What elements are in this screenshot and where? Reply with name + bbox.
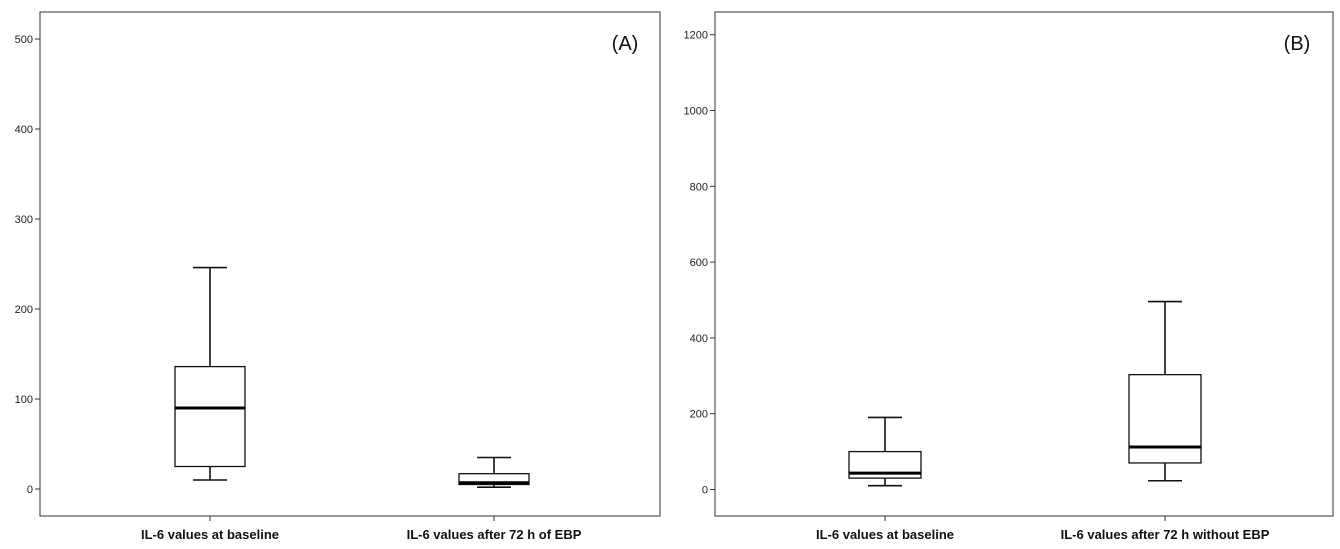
panel-label: (B) <box>1284 33 1311 55</box>
y-tick-label: 1000 <box>684 106 708 118</box>
plot-frame <box>39 11 661 517</box>
y-tick-label: 0 <box>27 484 33 496</box>
y-tick-label: 200 <box>15 304 33 316</box>
y-tick-label: 500 <box>15 34 33 46</box>
y-tick-label: 200 <box>690 409 708 421</box>
y-tick-label: 100 <box>15 394 33 406</box>
y-tick-label: 800 <box>690 181 708 193</box>
y-tick-label: 400 <box>15 124 33 136</box>
iqr-box <box>1128 374 1202 464</box>
box-plot-2 <box>1128 300 1202 482</box>
box-plot-1 <box>848 416 922 487</box>
y-tick-label: 600 <box>690 257 708 269</box>
iqr-box <box>458 473 530 486</box>
chart-panel-a: 0 100 200 300 400 500 IL-6 values at baseline I… <box>15 11 661 542</box>
iqr-box <box>174 365 246 468</box>
x-category-label: IL-6 values at baseline <box>141 527 279 542</box>
y-tick-label: 1200 <box>684 30 708 42</box>
y-tick-label: 0 <box>702 484 708 496</box>
panel-label: (A) <box>612 33 639 55</box>
plot-frame <box>714 11 1334 517</box>
y-tick-label: 400 <box>690 333 708 345</box>
x-category-label: IL-6 values after 72 h of EBP <box>407 527 582 542</box>
x-category-label: IL-6 values after 72 h without EBP <box>1061 527 1270 542</box>
box-plot-1 <box>174 266 246 481</box>
x-category-label: IL-6 values at baseline <box>816 527 954 542</box>
box-plot-2 <box>458 456 530 489</box>
chart-panel-b: 0 200 400 600 800 1000 1200 IL-6 values at base… <box>684 11 1334 542</box>
y-tick-label: 300 <box>15 214 33 226</box>
